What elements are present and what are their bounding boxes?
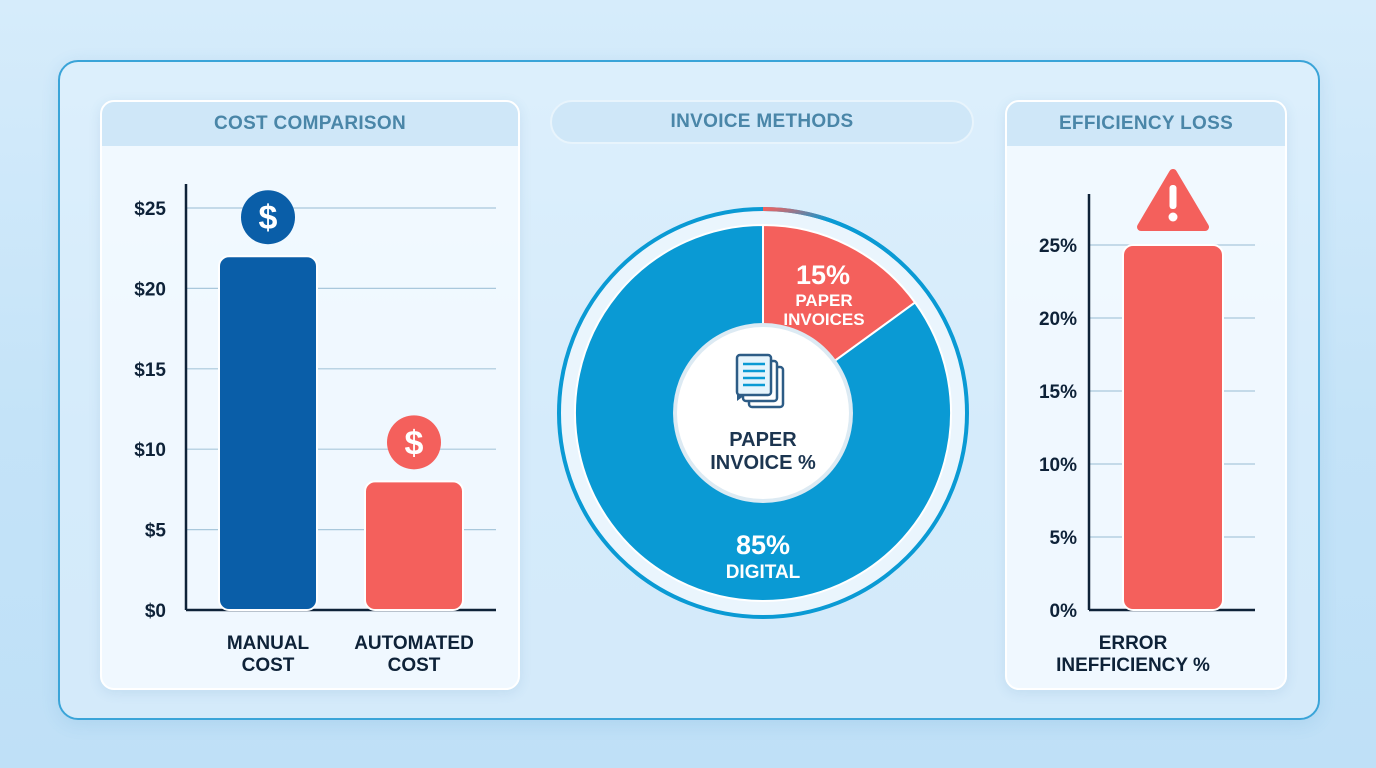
pie-center	[677, 327, 849, 499]
y-tick-label: $0	[145, 601, 166, 622]
x-category-label: COST	[388, 655, 441, 676]
invoice-methods-title: INVOICE METHODS	[550, 100, 974, 144]
y-tick-label: $10	[134, 440, 166, 461]
x-category-label: COST	[242, 655, 295, 676]
slice-name-label: INVOICES	[783, 310, 864, 329]
efficiency-loss-panel: EFFICIENCY LOSS 0% 5% 10% 15% 20% 25% ERROR INE…	[1005, 100, 1287, 690]
warning-icon	[1137, 169, 1209, 231]
bar	[1122, 244, 1224, 611]
slice-value-label: 15%	[796, 260, 850, 290]
slice-name-label: DIGITAL	[726, 562, 801, 583]
x-category-label: AUTOMATED	[354, 633, 474, 654]
x-category-label: ERROR	[1099, 633, 1168, 654]
y-tick-label: $20	[134, 279, 166, 300]
slice-name-label: PAPER	[795, 291, 852, 310]
y-tick-label: $5	[145, 521, 167, 542]
dollar-icon-glyph: $	[405, 424, 424, 462]
x-category-label: INEFFICIENCY %	[1056, 655, 1210, 676]
cost-comparison-chart: $0$5$10$15$20$25 $MANUALCOST$AUTOMATEDCOS…	[134, 184, 496, 676]
pie-center-label: INVOICE %	[710, 452, 816, 474]
dollar-icon-glyph: $	[259, 199, 278, 237]
efficiency-loss-title: EFFICIENCY LOSS	[1007, 102, 1285, 146]
slice-value-label: 85%	[736, 530, 790, 560]
y-tick-label: 10%	[1039, 455, 1077, 476]
paper-stack-icon	[735, 353, 785, 409]
dollar-icon	[387, 415, 441, 470]
bar	[218, 255, 318, 612]
y-tick-label: 15%	[1039, 382, 1077, 403]
y-tick-label: 0%	[1050, 601, 1078, 622]
y-tick-label: 25%	[1039, 236, 1077, 257]
y-tick-label: 20%	[1039, 309, 1077, 330]
pie-ring-accent	[762, 207, 896, 259]
cost-comparison-title: COST COMPARISON	[102, 102, 518, 146]
bar	[364, 480, 464, 611]
y-tick-label: 5%	[1050, 528, 1078, 549]
dollar-icon	[241, 190, 295, 245]
pie-center-label: PAPER	[729, 429, 797, 451]
y-tick-label: $15	[134, 360, 166, 381]
y-tick-label: $25	[134, 199, 166, 220]
x-category-label: MANUAL	[227, 633, 310, 654]
cost-comparison-panel: COST COMPARISON $0 $5 $10 $15 $20 $25 $ MANUAL C…	[100, 100, 520, 690]
